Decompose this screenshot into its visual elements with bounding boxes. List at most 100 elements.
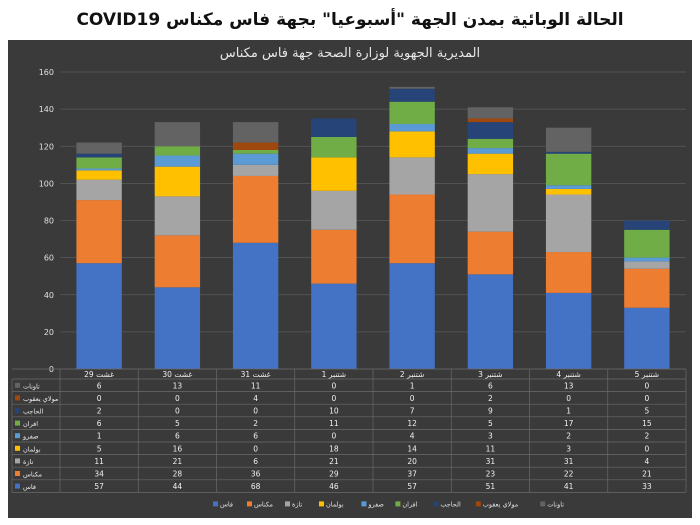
table-cell: 21 [642, 470, 652, 479]
table-cell: 4 [253, 394, 258, 403]
table-cell: 0 [566, 394, 571, 403]
bar-segment [76, 168, 122, 171]
bar-segment [389, 263, 435, 369]
legend-label: مولاي يعقوب [483, 500, 518, 508]
table-cell: 15 [642, 419, 652, 428]
bar-segment [76, 200, 122, 264]
table-legend-key [15, 445, 20, 451]
bar-segment [389, 88, 435, 102]
table-cell: 29 [329, 470, 339, 479]
table-cell: 31 [486, 457, 496, 466]
bar-segment [545, 151, 592, 154]
table-cell: 0 [644, 381, 649, 390]
bar-segment [311, 190, 357, 230]
table-cell: 18 [329, 444, 339, 453]
bar-segment [624, 261, 670, 269]
table-cell: 5 [97, 444, 102, 453]
bar-segment [545, 292, 592, 369]
table-cell: 34 [94, 470, 104, 479]
table-cell: 0 [253, 407, 258, 416]
bar-segment [389, 131, 435, 158]
bar-segment [467, 153, 514, 175]
x-tick-label: شتنبر 3 [478, 370, 502, 379]
table-cell: 0 [175, 394, 180, 403]
table-cell: 6 [175, 432, 180, 441]
table-cell: 10 [329, 407, 339, 416]
y-tick-label: 80 [44, 217, 54, 226]
table-cell: 37 [407, 470, 417, 479]
bar-segment [624, 257, 670, 262]
x-tick-label: شتنبر 5 [635, 370, 659, 379]
y-tick-label: 20 [44, 328, 54, 337]
legend-swatch [361, 501, 367, 507]
table-cell: 2 [488, 394, 493, 403]
bar-segment [232, 242, 279, 369]
bar-segment [545, 185, 592, 189]
table-cell: 6 [253, 457, 258, 466]
bar-segment [389, 101, 435, 124]
bar-segment [154, 146, 201, 156]
legend-label: بولمان [326, 500, 344, 508]
legend-swatch [213, 501, 218, 507]
bar-segment [311, 283, 357, 369]
bar-segment [232, 175, 279, 243]
table-cell: 46 [329, 482, 339, 491]
legend-swatch [433, 501, 439, 507]
table-row-label: تاونات [23, 382, 40, 390]
x-tick-label: غشت 31 [241, 370, 271, 379]
page-title: الحالة الوبائية بمدن الجهة "أسبوعيا" بجه… [76, 10, 624, 30]
table-legend-key [15, 483, 20, 489]
bar-segment [76, 142, 122, 154]
bar-segment [467, 231, 514, 275]
legend-swatch [319, 501, 324, 507]
table-cell: 16 [173, 444, 183, 453]
table-cell: 0 [253, 444, 258, 453]
bar-segment [624, 229, 670, 258]
table-legend-key [15, 433, 20, 439]
table-row-label: صفرو [22, 433, 39, 441]
table-cell: 17 [564, 419, 574, 428]
table-cell: 68 [251, 482, 261, 491]
legend-swatch [247, 501, 252, 507]
table-legend-key [15, 408, 20, 413]
bar-segment [76, 179, 122, 201]
chart-title: المديرية الجهوية لوزارة الصحة جهة فاس مك… [219, 46, 481, 61]
bar-segment [467, 122, 514, 139]
table-cell: 3 [566, 444, 571, 453]
bar-segment [154, 155, 201, 167]
table-cell: 0 [97, 394, 102, 403]
bar-segment [311, 229, 357, 284]
table-cell: 13 [173, 381, 183, 390]
legend-swatch [395, 501, 401, 507]
table-cell: 44 [173, 482, 183, 491]
table-cell: 2 [566, 432, 571, 441]
bar-segment [467, 138, 514, 149]
x-tick-label: غشت 30 [162, 370, 192, 379]
table-cell: 5 [175, 419, 180, 428]
table-cell: 0 [410, 394, 415, 403]
bar-segment [232, 142, 279, 150]
bar-segment [624, 268, 670, 308]
table-row-label: بولمان [23, 445, 41, 453]
bar-segment [467, 148, 514, 154]
legend-label: تازة [292, 500, 303, 508]
bar-segment [389, 194, 435, 264]
table-cell: 9 [488, 407, 493, 416]
table-cell: 0 [644, 394, 649, 403]
legend-label: صفرو [367, 500, 384, 508]
y-tick-label: 60 [44, 254, 54, 263]
table-cell: 1 [410, 381, 415, 390]
y-tick-label: 100 [39, 179, 54, 188]
table-cell: 28 [173, 470, 183, 479]
bar-segment [545, 127, 592, 152]
table-cell: 5 [488, 419, 493, 428]
table-cell: 0 [644, 444, 649, 453]
bar-segment [545, 153, 592, 186]
bar-segment [467, 107, 514, 119]
x-tick-label: شتنبر 4 [556, 370, 580, 379]
table-cell: 4 [410, 432, 415, 441]
bar-segment [76, 153, 122, 158]
table-row-label: افران [23, 420, 38, 428]
table-cell: 20 [407, 457, 417, 466]
legend-label: الحاجب [440, 500, 461, 508]
